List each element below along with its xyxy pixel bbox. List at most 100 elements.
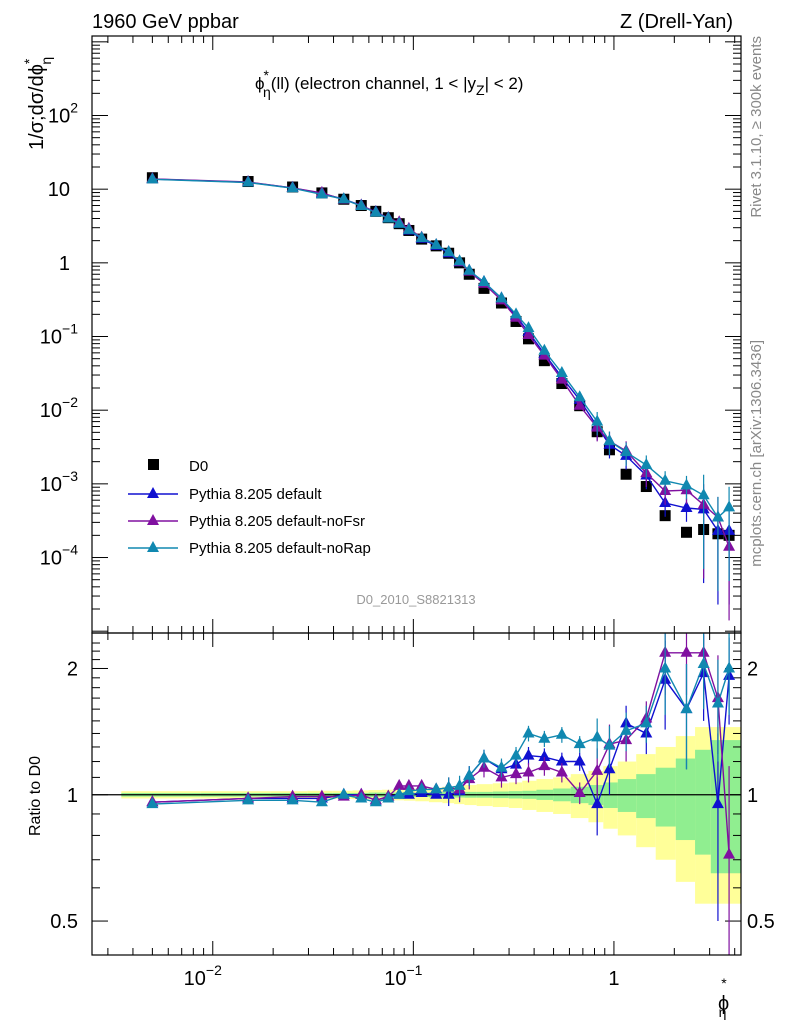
marker-noRap — [522, 321, 535, 333]
ratio-frame — [91, 632, 742, 956]
legend: D0 Pythia 8.205 default Pythia 8.205 def… — [128, 458, 371, 557]
mcplots-label: mcplots.cern.ch [arXiv:1306.3436] — [748, 340, 765, 567]
legend-label-norap: Pythia 8.205 default-noRap — [189, 540, 371, 557]
marker-noRap — [242, 175, 255, 187]
band-inner-bin — [695, 749, 711, 855]
ratio-marker-noRap — [315, 795, 328, 807]
analysis-id: D0_2010_S8821313 — [356, 592, 475, 607]
marker-noRap — [477, 274, 490, 286]
band-inner-bin — [675, 758, 696, 841]
ratio-marker-noRap — [242, 793, 255, 805]
plot-title-sub2: Z — [476, 82, 485, 98]
marker-noRap — [453, 254, 466, 266]
marker-noRap — [382, 211, 395, 223]
band-inner-bin — [617, 779, 637, 812]
ratio-marker-default — [591, 797, 604, 809]
legend-marker-nofsr — [147, 514, 159, 525]
ratio-marker-noRap — [522, 726, 535, 738]
ratio-marker-noFsr — [393, 778, 406, 790]
y-tick-label: 10−4 — [40, 542, 78, 570]
ratio-axis-ticks — [92, 633, 741, 955]
data-point-d0 — [538, 355, 550, 367]
main-y-axis-label-text: 1/σ;dσ/dϕ — [26, 64, 48, 150]
ratio-marker-noRap — [369, 795, 382, 807]
band-inner-bin — [655, 767, 676, 827]
x-tick-label: 1 — [608, 968, 619, 990]
data-point-d0 — [620, 468, 632, 480]
legend-label-default: Pythia 8.205 default — [189, 486, 322, 503]
ratio-marker-default — [573, 754, 586, 766]
ratio-marker-noFsr — [555, 765, 568, 777]
ratio-marker-noRap — [382, 791, 395, 803]
marker-noRap — [697, 488, 710, 500]
rivet-version-label: Rivet 3.1.10, ≥ 300k events — [748, 36, 765, 218]
header-left-title: 1960 GeV ppbar — [92, 11, 239, 33]
legend-marker-d0 — [148, 459, 159, 470]
ratio-marker-noFsr — [510, 767, 523, 779]
marker-noRap — [640, 458, 653, 470]
marker-noRap — [463, 263, 476, 275]
marker-noRap — [430, 237, 443, 249]
ratio-marker-noRap — [430, 782, 443, 794]
ratio-marker-noFsr — [723, 847, 736, 859]
y-tick-label: 10−1 — [40, 321, 78, 349]
plot-title-sup: * — [264, 67, 270, 83]
ratio-marker-default — [522, 748, 535, 760]
marker-noRap — [620, 445, 633, 457]
y-tick-label: 1 — [59, 253, 70, 275]
main-axis-ticks — [92, 36, 741, 633]
marker-noRap — [393, 216, 406, 228]
marker-noRap — [369, 205, 382, 217]
marker-noFsr — [522, 327, 535, 339]
ratio-series — [146, 633, 736, 955]
y-tick-label: 102 — [48, 100, 78, 128]
ratio-marker-noRap — [640, 716, 653, 728]
main-y-axis-label-sub: η — [38, 57, 54, 65]
marker-noRap — [603, 434, 616, 446]
marker-noRap — [402, 222, 415, 234]
ratio-uncertainty-band — [92, 727, 741, 904]
marker-noRap — [723, 500, 736, 512]
marker-noRap — [555, 365, 568, 377]
ratio-marker-default — [538, 750, 551, 762]
marker-noRap — [711, 510, 724, 522]
ratio-marker-noRap — [495, 760, 508, 772]
marker-noRap — [315, 187, 328, 199]
main-y-axis-label-sup: * — [21, 58, 37, 64]
ratio-marker-noRap — [355, 791, 368, 803]
x-tick-label: 10−1 — [384, 962, 422, 990]
data-point-d0 — [478, 282, 490, 294]
marker-noRap — [573, 390, 586, 402]
y-tick-label: 10−2 — [40, 394, 78, 422]
ratio-marker-noFsr — [315, 789, 328, 801]
ratio-marker-noFsr — [591, 763, 604, 775]
ratio-marker-noRap — [415, 782, 428, 794]
ratio-marker-noFsr — [538, 759, 551, 771]
marker-noRap — [495, 291, 508, 303]
ratio-marker-default — [555, 754, 568, 766]
marker-noRap — [355, 199, 368, 211]
ratio-marker-default — [711, 797, 724, 809]
ratio-panel: 0.5 0.5 1 1 2 2 10−2 10−1 1 Ratio to D0 ϕ * η — [27, 632, 775, 1020]
marker-noRap — [680, 478, 693, 490]
marker-noFsr — [555, 372, 568, 384]
ratio-marker-noRap — [591, 730, 604, 742]
y-tick-label: 10 — [48, 179, 70, 201]
ratio-tick-labels: 0.5 0.5 1 1 2 2 10−2 10−1 1 — [50, 658, 775, 990]
ratio-marker-noRap — [393, 787, 406, 799]
ratio-marker-noRap — [463, 768, 476, 780]
ratio-marker-noRap — [286, 793, 299, 805]
ratio-marker-noRap — [538, 731, 551, 743]
main-y-tick-labels: 10−4 10−3 10−2 10−1 1 10 102 — [40, 100, 78, 570]
plot-title-phi: ϕ — [255, 74, 265, 93]
legend-marker-norap — [147, 541, 159, 552]
ratio-marker-noFsr — [573, 785, 586, 797]
marker-noFsr — [573, 398, 586, 410]
marker-noRap — [659, 473, 672, 485]
ratio-marker-noRap — [711, 696, 724, 708]
legend-label-nofsr: Pythia 8.205 default-noFsr — [189, 513, 365, 530]
marker-noRap — [146, 172, 159, 184]
ratio-y-tick-label-left: 0.5 — [50, 911, 78, 933]
